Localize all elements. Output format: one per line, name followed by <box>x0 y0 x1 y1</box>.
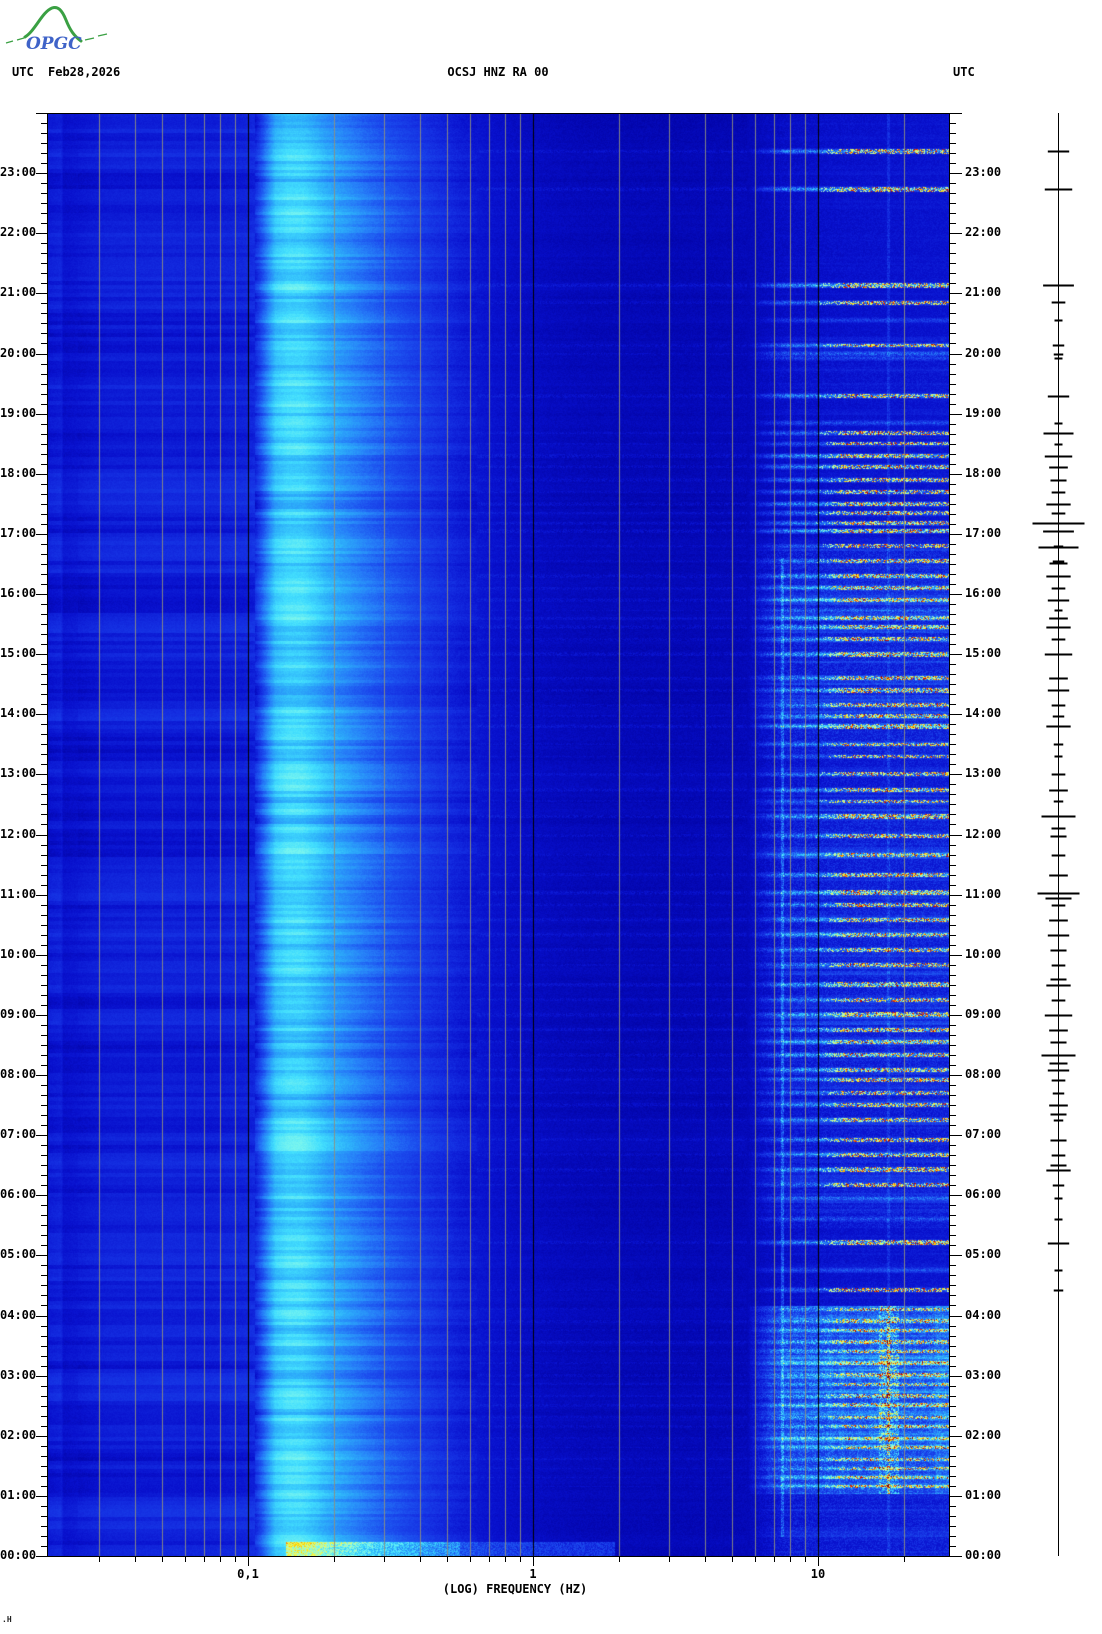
logo-mountain-curve <box>23 6 83 43</box>
time-label-right: 13:00 <box>965 766 1002 780</box>
freq-tick-label: 1 <box>529 1567 537 1581</box>
time-label-left: 13:00 <box>0 766 37 780</box>
date-label: Feb28,2026 <box>48 65 121 79</box>
time-label-left: 06:00 <box>0 1187 37 1201</box>
time-label-left: 12:00 <box>0 827 37 841</box>
time-label-left: 14:00 <box>0 706 37 720</box>
time-label-right: 15:00 <box>965 646 1002 660</box>
time-label-right: 11:00 <box>965 887 1002 901</box>
time-label-right: 12:00 <box>965 827 1002 841</box>
time-label-left: 08:00 <box>0 1067 37 1081</box>
time-label-right: 00:00 <box>965 1548 1002 1562</box>
utc-label-right: UTC <box>953 65 975 79</box>
time-label-left: 22:00 <box>0 225 37 239</box>
spectrogram-canvas <box>47 113 950 1556</box>
x-axis-title: (LOG) FREQUENCY (HZ) <box>442 1582 588 1596</box>
time-label-left: 16:00 <box>0 586 37 600</box>
time-label-left: 00:00 <box>0 1548 37 1562</box>
time-label-right: 03:00 <box>965 1368 1002 1382</box>
freq-tick-label: 0,1 <box>237 1567 259 1581</box>
time-label-left: 21:00 <box>0 285 37 299</box>
freq-tick-label: 10 <box>810 1567 826 1581</box>
time-label-left: 20:00 <box>0 346 37 360</box>
logo-dash-left <box>5 37 25 44</box>
time-label-right: 05:00 <box>965 1247 1002 1261</box>
time-label-right: 18:00 <box>965 466 1002 480</box>
time-label-right: 02:00 <box>965 1428 1002 1442</box>
time-label-right: 23:00 <box>965 165 1002 179</box>
time-label-left: 11:00 <box>0 887 37 901</box>
time-label-left: 02:00 <box>0 1428 37 1442</box>
time-label-left: 23:00 <box>0 165 37 179</box>
time-label-right: 19:00 <box>965 406 1002 420</box>
time-label-left: 15:00 <box>0 646 37 660</box>
time-label-right: 14:00 <box>965 706 1002 720</box>
time-label-left: 04:00 <box>0 1308 37 1322</box>
time-label-right: 09:00 <box>965 1007 1002 1021</box>
time-label-right: 01:00 <box>965 1488 1002 1502</box>
time-label-left: 10:00 <box>0 947 37 961</box>
opgc-logo: OPGC <box>5 6 108 54</box>
plot-title: OCSJ HNZ RA 00 <box>447 65 549 79</box>
time-label-left: 19:00 <box>0 406 37 420</box>
logo-text: OPGC <box>26 34 82 54</box>
time-label-right: 04:00 <box>965 1308 1002 1322</box>
time-label-left: 03:00 <box>0 1368 37 1382</box>
time-label-right: 08:00 <box>965 1067 1002 1081</box>
corner-mark: .H <box>2 1615 12 1624</box>
time-label-right: 06:00 <box>965 1187 1002 1201</box>
time-label-right: 10:00 <box>965 947 1002 961</box>
time-label-right: 22:00 <box>965 225 1002 239</box>
time-label-left: 01:00 <box>0 1488 37 1502</box>
time-label-right: 21:00 <box>965 285 1002 299</box>
time-label-left: 17:00 <box>0 526 37 540</box>
utc-label-left: UTC <box>12 65 34 79</box>
time-label-right: 16:00 <box>965 586 1002 600</box>
time-label-left: 18:00 <box>0 466 37 480</box>
time-label-left: 07:00 <box>0 1127 37 1141</box>
time-label-right: 07:00 <box>965 1127 1002 1141</box>
time-label-left: 09:00 <box>0 1007 37 1021</box>
logo-dash-right <box>84 33 108 41</box>
time-label-right: 20:00 <box>965 346 1002 360</box>
time-label-right: 17:00 <box>965 526 1002 540</box>
time-label-left: 05:00 <box>0 1247 37 1261</box>
